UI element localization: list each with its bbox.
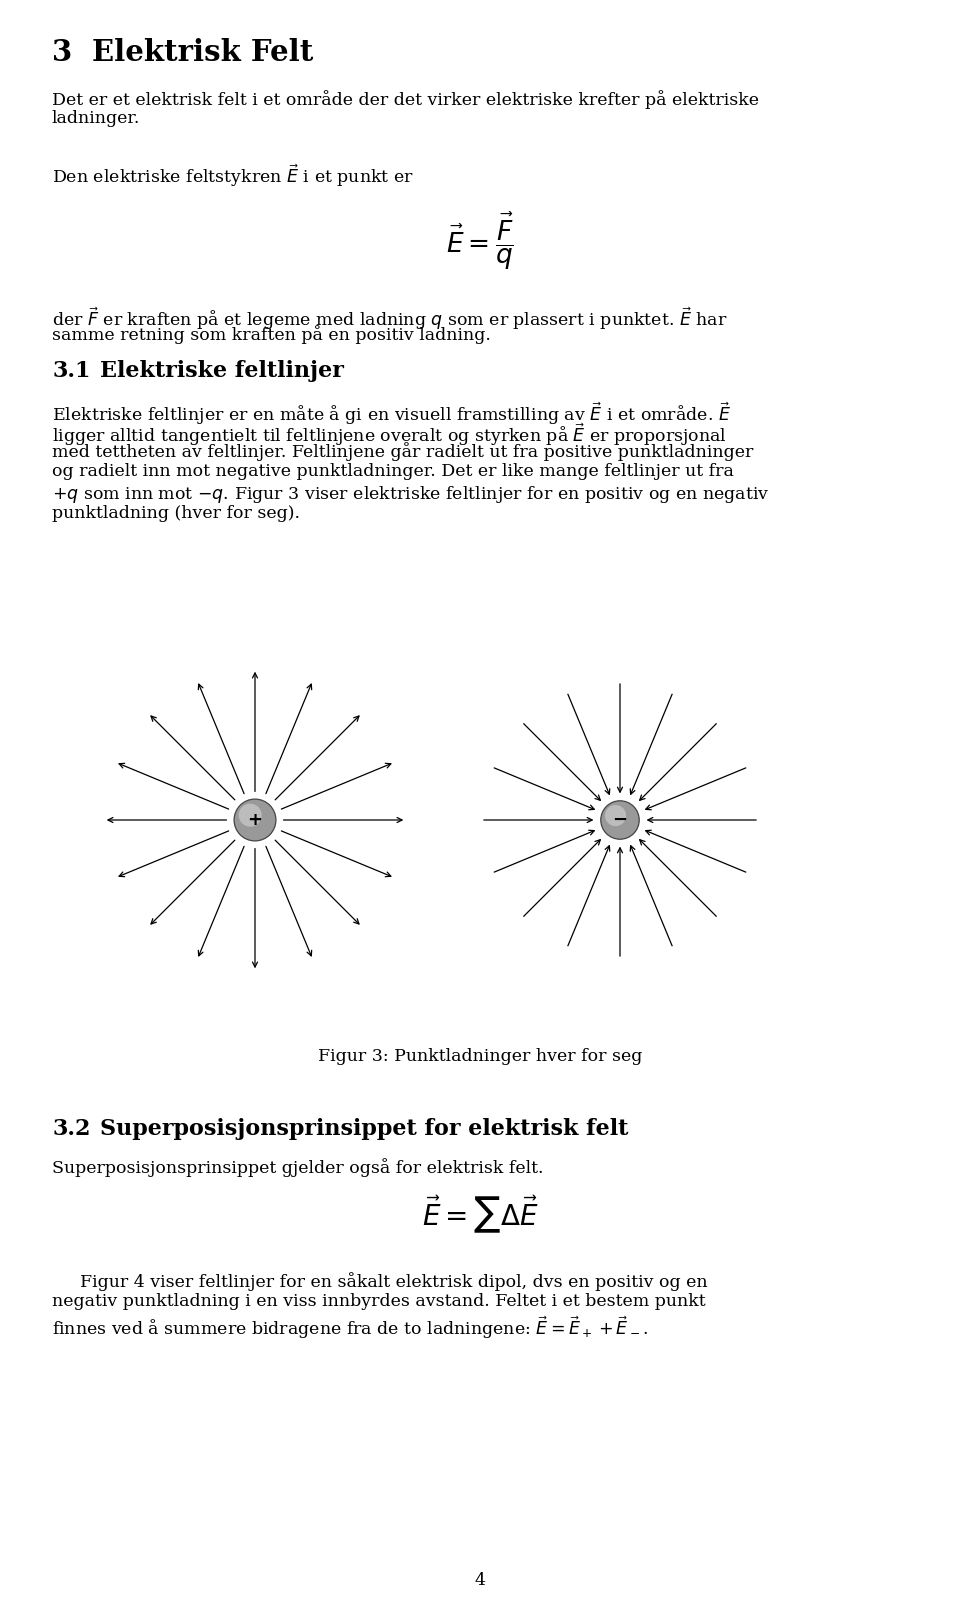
Text: −: − [612,811,628,830]
Text: 3.2: 3.2 [52,1119,90,1140]
Text: der $\vec{F}$ er kraften på et legeme med ladning $q$ som er plassert i punktet.: der $\vec{F}$ er kraften på et legeme me… [52,305,728,332]
Text: Figur 3: Punktladninger hver for seg: Figur 3: Punktladninger hver for seg [318,1048,642,1066]
Text: $\vec{E} = \sum \Delta\vec{E}$: $\vec{E} = \sum \Delta\vec{E}$ [421,1193,539,1234]
Text: $\vec{E} = \dfrac{\vec{F}}{q}$: $\vec{E} = \dfrac{\vec{F}}{q}$ [446,210,514,271]
Circle shape [239,804,262,827]
Text: punktladning (hver for seg).: punktladning (hver for seg). [52,506,300,522]
Text: negativ punktladning i en viss innbyrdes avstand. Feltet i et bestem punkt: negativ punktladning i en viss innbyrdes… [52,1294,706,1310]
Text: ladninger.: ladninger. [52,111,140,127]
Text: 4: 4 [474,1571,486,1589]
Text: $+q$ som inn mot $-q$. Figur 3 viser elektriske feltlinjer for en positiv og en : $+q$ som inn mot $-q$. Figur 3 viser ele… [52,485,770,506]
Circle shape [234,799,276,841]
Text: 3.1: 3.1 [52,360,90,382]
Text: 3: 3 [52,39,72,67]
Text: Elektrisk Felt: Elektrisk Felt [92,39,313,67]
Text: Elektriske feltlinjer: Elektriske feltlinjer [100,360,344,382]
Text: samme retning som kraften på en positiv ladning.: samme retning som kraften på en positiv … [52,324,491,343]
Text: Den elektriske feltstykren $\vec{E}$ i et punkt er: Den elektriske feltstykren $\vec{E}$ i e… [52,162,414,188]
Text: +: + [248,811,262,830]
Text: Elektriske feltlinjer er en måte å gi en visuell framstilling av $\vec{E}$ i et : Elektriske feltlinjer er en måte å gi en… [52,400,731,427]
Text: ligger alltid tangentielt til feltlinjene overalt og styrken på $\vec{E}$ er pro: ligger alltid tangentielt til feltlinjen… [52,421,727,448]
Text: Superposisjonsprinsippet gjelder også for elektrisk felt.: Superposisjonsprinsippet gjelder også fo… [52,1157,543,1176]
Circle shape [605,806,626,827]
Text: med tettheten av feltlinjer. Feltlinjene går radielt ut fra positive punktladnin: med tettheten av feltlinjer. Feltlinjene… [52,441,754,461]
Circle shape [601,801,639,839]
Text: finnes ved å summere bidragene fra de to ladningene: $\vec{E} = \vec{E}_+ + \vec: finnes ved å summere bidragene fra de to… [52,1314,648,1340]
Text: og radielt inn mot negative punktladninger. Det er like mange feltlinjer ut fra: og radielt inn mot negative punktladning… [52,462,733,480]
Text: Superposisjonsprinsippet for elektrisk felt: Superposisjonsprinsippet for elektrisk f… [100,1119,629,1140]
Text: Figur 4 viser feltlinjer for en såkalt elektrisk dipol, dvs en positiv og en: Figur 4 viser feltlinjer for en såkalt e… [80,1273,708,1290]
Text: Det er et elektrisk felt i et område der det virker elektriske krefter på elektr: Det er et elektrisk felt i et område der… [52,90,759,109]
